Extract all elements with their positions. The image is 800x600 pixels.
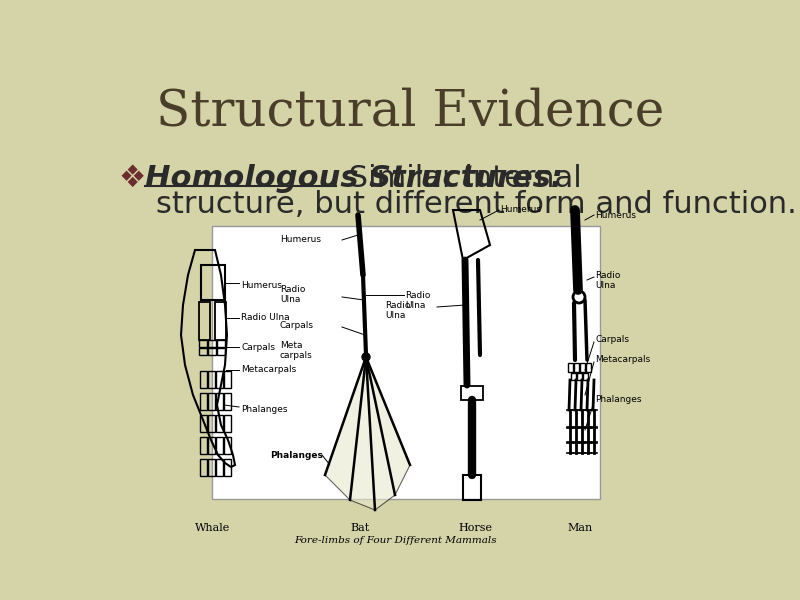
Bar bbox=[224, 437, 231, 454]
Bar bbox=[224, 459, 231, 476]
Bar bbox=[216, 437, 223, 454]
Bar bbox=[580, 363, 585, 372]
Bar bbox=[216, 371, 223, 388]
Bar bbox=[574, 363, 579, 372]
Text: Ulna: Ulna bbox=[280, 295, 300, 304]
Bar bbox=[208, 437, 215, 454]
Text: structure, but different form and function.: structure, but different form and functi… bbox=[156, 190, 797, 219]
Bar bbox=[217, 348, 225, 355]
Text: Humerus: Humerus bbox=[595, 211, 636, 220]
Bar bbox=[216, 415, 223, 432]
Text: Ulna: Ulna bbox=[595, 280, 615, 289]
Text: Metacarpals: Metacarpals bbox=[241, 365, 296, 374]
Bar bbox=[224, 371, 231, 388]
Bar bbox=[215, 302, 226, 340]
Text: Radio: Radio bbox=[595, 271, 620, 280]
Bar bbox=[216, 459, 223, 476]
Bar bbox=[208, 348, 216, 355]
Bar bbox=[463, 475, 481, 500]
Bar bbox=[461, 386, 483, 400]
Text: Bat: Bat bbox=[350, 523, 370, 533]
Bar bbox=[208, 459, 215, 476]
Text: Carpals: Carpals bbox=[280, 320, 314, 329]
Text: Carpals: Carpals bbox=[595, 335, 629, 344]
Text: Radio: Radio bbox=[405, 290, 430, 299]
Bar bbox=[208, 393, 215, 410]
Text: Ulna: Ulna bbox=[405, 301, 426, 310]
Bar bbox=[217, 340, 225, 347]
Bar bbox=[568, 363, 573, 372]
Text: Metacarpals: Metacarpals bbox=[595, 355, 650, 364]
Text: Humerus: Humerus bbox=[500, 205, 541, 214]
Text: Man: Man bbox=[567, 523, 593, 533]
Text: Similar internal: Similar internal bbox=[338, 164, 582, 193]
Bar bbox=[586, 363, 591, 372]
Bar bbox=[208, 371, 215, 388]
Bar bbox=[577, 373, 582, 380]
Text: Humerus: Humerus bbox=[280, 235, 321, 245]
Text: ❖: ❖ bbox=[119, 164, 146, 193]
Bar bbox=[208, 340, 216, 347]
Circle shape bbox=[362, 353, 370, 361]
Text: Radio: Radio bbox=[385, 301, 410, 310]
Text: Structural Evidence: Structural Evidence bbox=[156, 88, 664, 137]
Text: Meta: Meta bbox=[280, 340, 302, 349]
Text: Humerus: Humerus bbox=[241, 280, 282, 289]
Text: Horse: Horse bbox=[458, 523, 492, 533]
Bar bbox=[200, 415, 207, 432]
Bar bbox=[200, 371, 207, 388]
Text: Carpals: Carpals bbox=[241, 343, 275, 352]
Bar bbox=[224, 415, 231, 432]
Bar bbox=[216, 393, 223, 410]
Text: Radio: Radio bbox=[280, 286, 306, 295]
Bar bbox=[583, 373, 588, 380]
Text: Phalanges: Phalanges bbox=[241, 406, 287, 415]
Text: Radio Ulna: Radio Ulna bbox=[241, 313, 290, 323]
Bar bbox=[201, 265, 225, 300]
Bar bbox=[208, 415, 215, 432]
Bar bbox=[200, 393, 207, 410]
Text: carpals: carpals bbox=[280, 350, 313, 359]
Text: Phalanges: Phalanges bbox=[270, 451, 323, 460]
Bar bbox=[200, 437, 207, 454]
Bar bbox=[571, 373, 576, 380]
Bar bbox=[200, 459, 207, 476]
Text: Ulna: Ulna bbox=[385, 311, 406, 319]
Bar bbox=[224, 393, 231, 410]
Text: Fore-limbs of Four Different Mammals: Fore-limbs of Four Different Mammals bbox=[294, 536, 496, 545]
Polygon shape bbox=[325, 357, 410, 510]
Text: Whale: Whale bbox=[195, 523, 230, 533]
Text: Phalanges: Phalanges bbox=[595, 395, 642, 404]
Bar bbox=[199, 302, 210, 340]
Bar bbox=[199, 340, 207, 347]
FancyBboxPatch shape bbox=[212, 226, 600, 499]
Text: Homologous Structures:: Homologous Structures: bbox=[145, 164, 563, 193]
Bar bbox=[199, 348, 207, 355]
